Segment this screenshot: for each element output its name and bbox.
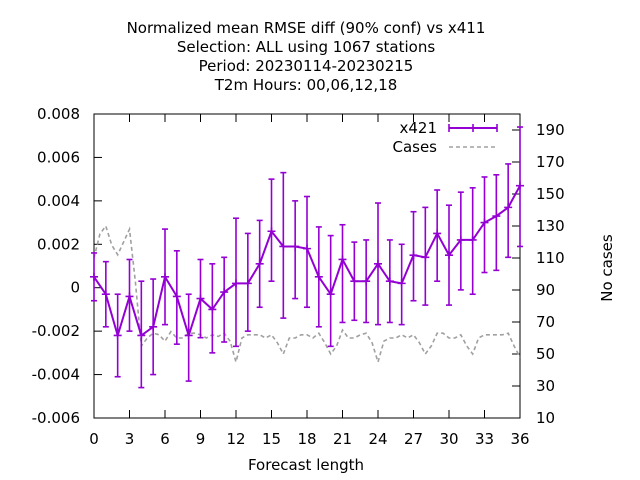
x421-point [456, 235, 465, 244]
x421-point [125, 292, 134, 301]
x421-point [374, 259, 382, 268]
y2-tick-label: 10 [536, 409, 555, 427]
x421-point [90, 272, 98, 281]
y-tick-label: 0.004 [37, 192, 80, 210]
cases-line [93, 224, 521, 366]
x421-point [172, 292, 181, 301]
x421-point [291, 242, 300, 251]
errorbar [493, 174, 500, 272]
x421-point [137, 331, 146, 340]
x-tick-label: 3 [125, 430, 135, 448]
x421-point [113, 331, 122, 340]
y2-tick-label: 150 [536, 185, 565, 203]
x421-point [350, 277, 359, 286]
x421-point [516, 181, 524, 190]
x421-point [243, 279, 252, 288]
y2-tick-label: 110 [536, 249, 565, 267]
x421-point [279, 242, 288, 251]
x-tick-label: 12 [226, 430, 245, 448]
y-tick-label: -0.002 [32, 322, 80, 340]
y2-tick-label: 50 [536, 345, 555, 363]
x-tick-label: 6 [160, 430, 170, 448]
y-tick-label: -0.006 [32, 409, 80, 427]
x421-point [101, 290, 110, 299]
y2-tick-label: 170 [536, 153, 565, 171]
x421-point [445, 251, 453, 260]
x421-point [362, 277, 371, 286]
x421-point [504, 203, 513, 212]
x421-point [433, 229, 442, 238]
title-line-3: Period: 20230114-20230215 [199, 57, 414, 75]
legend-swatch-x421 [448, 124, 498, 132]
x421-point [468, 235, 477, 244]
title-line-1: Normalized mean RMSE diff (90% conf) vs … [127, 19, 486, 37]
y2-tick-label: 70 [536, 313, 555, 331]
y-tick-label: -0.004 [32, 366, 80, 384]
x421-point [232, 279, 240, 288]
x-tick-label: 30 [439, 430, 458, 448]
y2-tick-label: 30 [536, 377, 555, 395]
x421-point [184, 331, 193, 340]
y-tick-label: 0.008 [37, 105, 80, 123]
y-tick-label: 0 [70, 279, 80, 297]
x-axis-label: Forecast length [248, 456, 364, 474]
x421-point [492, 212, 501, 221]
x421-point [421, 253, 430, 262]
y2-tick-label: 130 [536, 217, 565, 235]
x-tick-label: 9 [196, 430, 206, 448]
x421-point [303, 244, 311, 253]
x421-point [255, 259, 264, 268]
series-cases [93, 224, 521, 366]
chart-title: Normalized mean RMSE diff (90% conf) vs … [127, 19, 486, 94]
x421-point [220, 288, 229, 297]
x421-point [385, 277, 394, 286]
x421-point [149, 322, 158, 331]
y-axis-right-tick-labels: 10 30 50 70 90 110 130 150 170 190 [536, 121, 565, 427]
x421-point [326, 290, 335, 299]
title-line-2: Selection: ALL using 1067 stations [177, 38, 436, 56]
y-tick-label: 0.002 [37, 235, 80, 253]
x421-point [161, 272, 169, 281]
y2-axis-label: No cases [598, 234, 616, 302]
legend-label-x421: x421 [399, 119, 437, 137]
x-tick-label: 36 [510, 430, 529, 448]
x-tick-label: 27 [404, 430, 423, 448]
x-tick-label: 24 [368, 430, 387, 448]
x421-point [480, 218, 489, 227]
title-line-4: T2m Hours: 00,06,12,18 [214, 76, 398, 94]
x-tick-label: 15 [262, 430, 281, 448]
x421-point [314, 272, 323, 281]
y2-tick-label: 90 [536, 281, 555, 299]
legend: x421 Cases [392, 119, 498, 156]
legend-point-x421 [469, 124, 477, 132]
x421-point [397, 279, 406, 288]
x-tick-label: 18 [297, 430, 316, 448]
errorbar [221, 256, 228, 343]
series-x421 [90, 126, 524, 389]
x421-point [208, 305, 217, 314]
x-tick-label: 0 [89, 430, 99, 448]
x421-point [338, 255, 347, 264]
x-tick-label: 33 [475, 430, 494, 448]
legend-label-cases: Cases [392, 138, 437, 156]
x421-point [196, 294, 205, 303]
errorbar [339, 223, 346, 324]
x-axis-tick-labels: 0 3 6 9 12 15 18 21 24 27 30 33 36 [89, 430, 529, 448]
x421-point [267, 227, 276, 236]
y-axis-left-tick-labels: -0.006 -0.004 -0.002 0 0.002 0.004 0.006 0.008 [32, 105, 80, 427]
y2-tick-label: 190 [536, 121, 565, 139]
x421-point [409, 251, 418, 260]
y-tick-label: 0.006 [37, 148, 80, 166]
x-tick-label: 21 [333, 430, 352, 448]
